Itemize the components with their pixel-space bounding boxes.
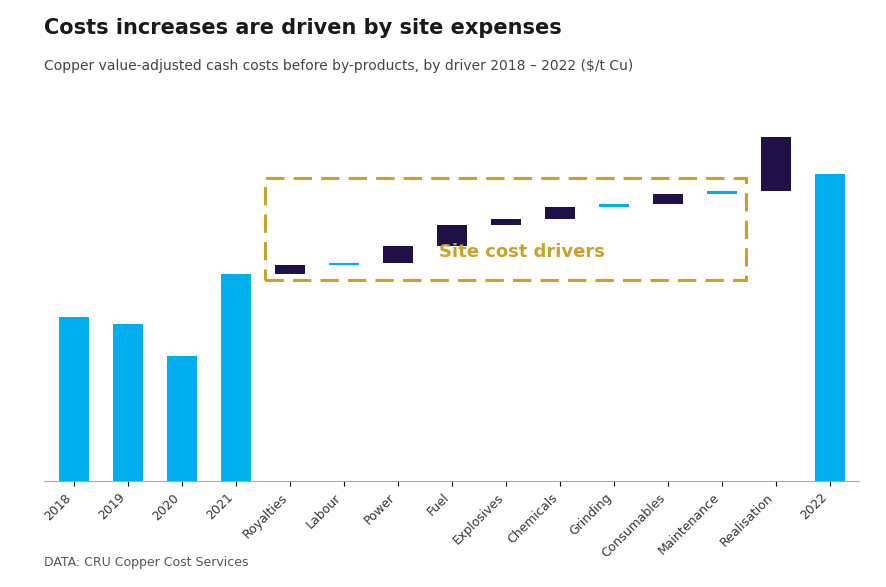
Bar (815, 174, 844, 481)
Text: Copper value-adjusted cash costs before by-products, by driver 2018 – 2022 ($/t : Copper value-adjusted cash costs before … (44, 59, 633, 73)
Bar (599, 204, 629, 207)
Bar (653, 194, 682, 204)
Bar (707, 191, 736, 194)
Bar (761, 137, 790, 191)
Text: Site cost drivers: Site cost drivers (439, 242, 605, 261)
Bar (113, 324, 143, 481)
Bar (437, 225, 467, 246)
Bar (329, 263, 359, 265)
Bar (383, 246, 413, 263)
Text: Costs increases are driven by site expenses: Costs increases are driven by site expen… (44, 18, 562, 38)
Bar (167, 356, 197, 481)
Bar (59, 317, 89, 481)
Bar (222, 274, 251, 481)
Text: DATA: CRU Copper Cost Services: DATA: CRU Copper Cost Services (44, 556, 249, 569)
Bar (275, 265, 305, 274)
Bar (491, 219, 521, 225)
Bar (545, 207, 575, 219)
